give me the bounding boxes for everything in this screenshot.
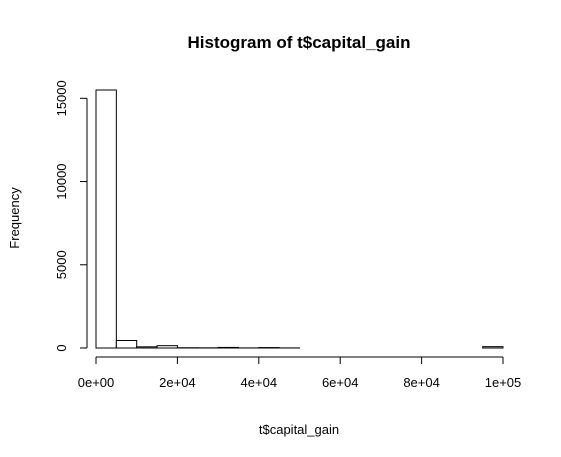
- x-tick-label-2: 4e+04: [241, 375, 278, 390]
- y-tick-label-2: 10000: [54, 163, 69, 199]
- x-tick-label-1: 2e+04: [159, 375, 196, 390]
- histogram-bar-0: [95, 89, 117, 349]
- x-tick-label-5: 1e+05: [485, 375, 522, 390]
- bars-group: [95, 89, 504, 349]
- histogram-bar-1: [115, 340, 138, 349]
- y-axis: 0 5000 10000 15000: [54, 80, 88, 352]
- y-tick-label-3: 15000: [54, 80, 69, 116]
- histogram-bar-2: [136, 346, 158, 349]
- x-axis-label: t$capital_gain: [259, 422, 339, 437]
- x-tick-label-4: 8e+04: [403, 375, 440, 390]
- x-tick-label-3: 6e+04: [322, 375, 359, 390]
- x-axis: 0e+00 2e+04 4e+04 6e+04 8e+04 1e+05: [78, 356, 522, 390]
- y-tick-label-1: 5000: [54, 250, 69, 279]
- histogram-bar-3: [156, 345, 178, 349]
- histogram-bar-19: [482, 346, 504, 349]
- y-axis-label: Frequency: [7, 187, 22, 249]
- chart-title: Histogram of t$capital_gain: [188, 33, 411, 52]
- y-tick-label-0: 0: [54, 344, 69, 351]
- histogram-bar-6: [217, 346, 239, 349]
- x-tick-label-0: 0e+00: [78, 375, 115, 390]
